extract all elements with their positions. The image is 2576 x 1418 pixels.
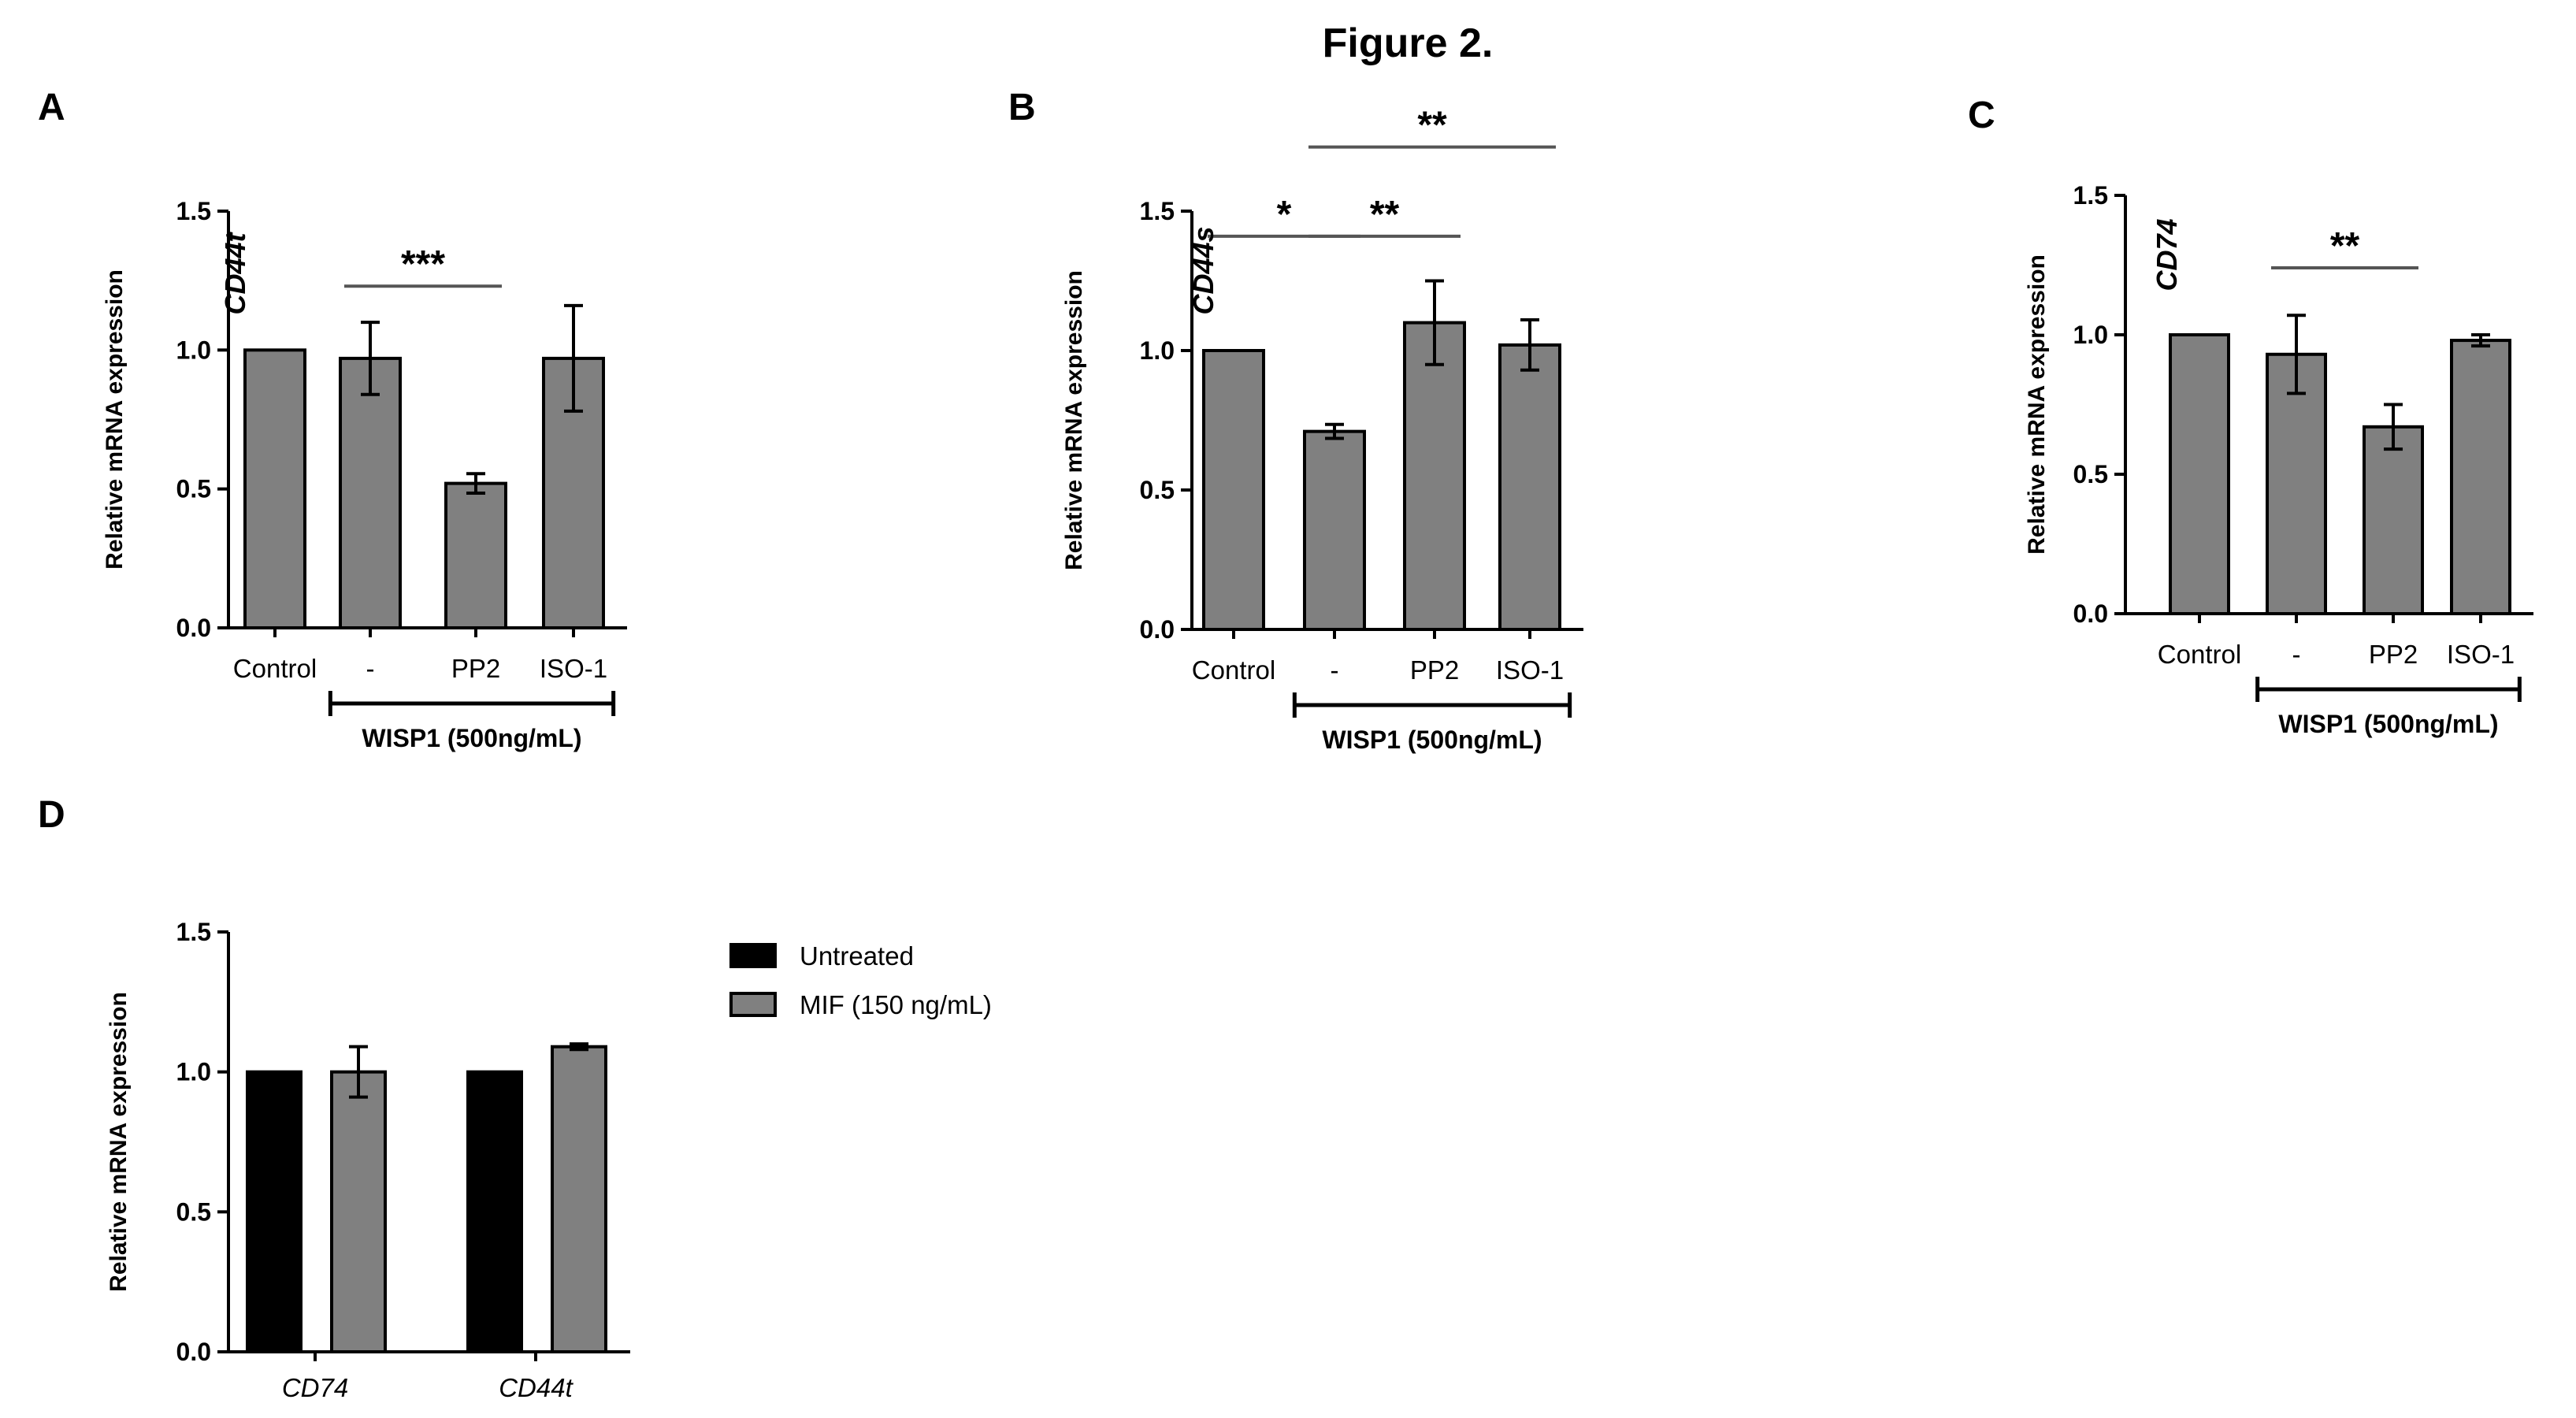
panel-a-chart: 0.0 0.5 1.0 1.5 Control - PP2 ISO-1 WISP1 (500ng… xyxy=(102,197,627,752)
panel-c-gene-label: CD74 xyxy=(2151,218,2183,291)
panel-c-y-axis-label: Relative mRNA expression xyxy=(2024,254,2050,555)
panel-b-y-tick-label: 0.5 xyxy=(1140,476,1175,504)
panel-c-category-label: - xyxy=(2292,640,2301,669)
panel-a-bar xyxy=(243,348,306,629)
panel-b-category-label: PP2 xyxy=(1410,655,1459,685)
panel-b-y-tick-label: 0.0 xyxy=(1140,615,1175,644)
panel-b-bar xyxy=(1498,343,1561,631)
panel-d-category-label: CD44t xyxy=(499,1373,573,1402)
panel-a-y-tick-label: 0.5 xyxy=(176,475,211,503)
panel-b-group-label: WISP1 (500ng/mL) xyxy=(1322,726,1542,754)
panel-b-significance-stars: ** xyxy=(1417,105,1447,147)
panel-a-y-tick-label: 1.5 xyxy=(176,197,211,225)
panel-letter-b: B xyxy=(1008,87,1036,128)
panel-a-bar xyxy=(444,481,507,630)
panel-c-y-tick-label: 0.0 xyxy=(2073,599,2108,628)
panel-b-significance-stars: * xyxy=(1277,194,1292,236)
panel-c-category-label: ISO-1 xyxy=(2447,640,2515,669)
panel-a-category-label: ISO-1 xyxy=(540,654,607,683)
panel-d-legend-swatch xyxy=(729,992,777,1017)
panel-b-y-tick-label: 1.5 xyxy=(1140,197,1175,225)
panel-a-bar xyxy=(339,356,402,629)
panel-b-category-label: - xyxy=(1331,655,1339,685)
panel-a-category-label: Control xyxy=(233,654,317,683)
panel-d-bar xyxy=(551,1045,607,1353)
panel-b-significance-stars: ** xyxy=(1370,194,1400,236)
panel-a-significance-stars: *** xyxy=(401,243,445,285)
panel-a-category-label: - xyxy=(366,654,375,683)
panel-a-gene-label: CD44t xyxy=(219,231,251,314)
panel-d-y-tick-label: 1.0 xyxy=(176,1058,211,1086)
figure-title: Figure 2. xyxy=(1323,20,1494,66)
panel-c-category-label: Control xyxy=(2158,640,2241,669)
panel-d-bar xyxy=(330,1070,387,1353)
panel-a-y-tick-label: 0.0 xyxy=(176,614,211,642)
panel-d-chart: 0.0 0.5 1.0 1.5 CD74 CD44t Relative mRNA expre… xyxy=(106,918,992,1402)
panel-a-y-tick-label: 1.0 xyxy=(176,336,211,364)
panel-d-bar xyxy=(466,1070,523,1353)
panel-b-chart: 0.0 0.5 1.0 1.5 Control - PP2 ISO-1 WISP1 (500ng… xyxy=(1061,105,1583,754)
panel-c-y-tick-label: 0.5 xyxy=(2073,460,2108,488)
panel-d-legend-label: MIF (150 ng/mL) xyxy=(800,990,992,1019)
panel-c-category-label: PP2 xyxy=(2369,640,2418,669)
panel-c-y-tick-label: 1.5 xyxy=(2073,181,2108,210)
panel-c-group-label: WISP1 (500ng/mL) xyxy=(2278,710,2498,738)
panel-a-category-label: PP2 xyxy=(451,654,500,683)
panel-letter-a: A xyxy=(38,87,65,128)
panel-c-bar xyxy=(2363,425,2424,615)
panel-d-y-tick-label: 0.0 xyxy=(176,1338,211,1366)
panel-b-category-label: Control xyxy=(1192,655,1275,685)
panel-d-legend-swatch xyxy=(729,943,777,968)
panel-c-y-tick-label: 1.0 xyxy=(2073,321,2108,349)
panel-d-y-axis-label: Relative mRNA expression xyxy=(106,992,132,1292)
panel-d-legend-label: Untreated xyxy=(800,941,914,971)
panel-c-significance-stars: ** xyxy=(2330,225,2360,267)
panel-b-y-axis-label: Relative mRNA expression xyxy=(1061,270,1087,570)
panel-b-category-label: ISO-1 xyxy=(1496,655,1564,685)
panel-a-y-axis-label: Relative mRNA expression xyxy=(102,269,128,570)
panel-c-chart: 0.0 0.5 1.0 1.5 Control - PP2 ISO-1 WISP1 (500ng… xyxy=(2024,181,2533,738)
panel-c-bar xyxy=(2169,333,2230,615)
panel-b-bar xyxy=(1202,349,1265,631)
panel-letter-d: D xyxy=(38,794,65,836)
panel-a-group-label: WISP1 (500ng/mL) xyxy=(362,724,581,752)
panel-b-y-tick-label: 1.0 xyxy=(1140,336,1175,365)
panel-d-bar xyxy=(246,1070,303,1353)
panel-b-bar xyxy=(1303,429,1366,631)
panel-b-bar xyxy=(1403,321,1466,631)
panel-d-category-label: CD74 xyxy=(282,1373,348,1402)
panel-letter-c: C xyxy=(1968,95,1995,136)
panel-b-gene-label: CD44s xyxy=(1187,226,1219,314)
panel-d-y-tick-label: 0.5 xyxy=(176,1197,211,1226)
panel-c-bar xyxy=(2450,339,2511,615)
panel-d-y-tick-label: 1.5 xyxy=(176,918,211,946)
